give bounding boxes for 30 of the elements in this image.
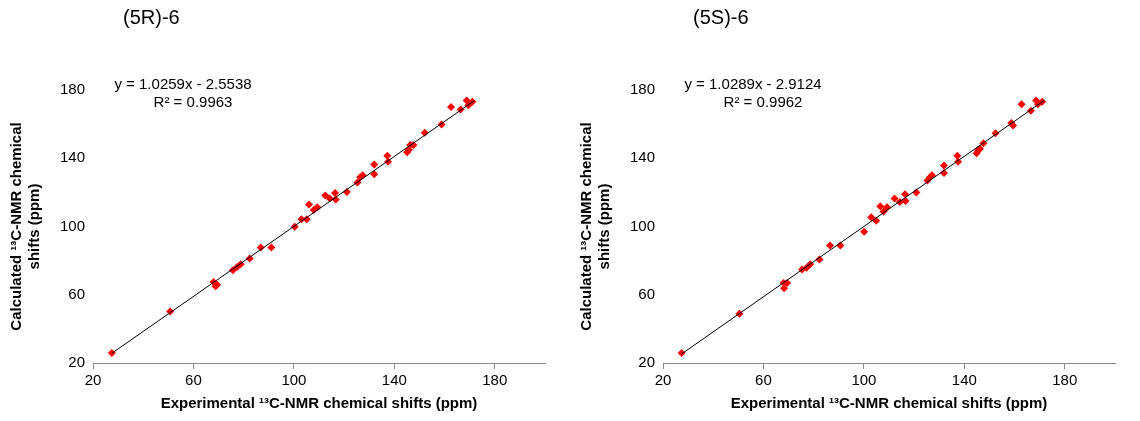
annotation: R² = 0.9963 (153, 92, 233, 110)
y-tick-label: 180 (630, 80, 656, 98)
annotation: y = 1.0259x - 2.5538 (114, 74, 252, 92)
x-axis-title: Experimental ¹³C-NMR chemical shifts (ppm) (160, 394, 478, 412)
y-tick-label: 60 (638, 284, 656, 302)
y-tick-label: 140 (60, 148, 86, 166)
x-tick-label: 180 (1052, 371, 1078, 389)
x-tick-label: 100 (281, 371, 307, 389)
x-tick-label: 60 (755, 371, 772, 389)
y-tick-label: 140 (630, 148, 656, 166)
annotation: R² = 0.9962 (723, 92, 803, 110)
x-tick-label: 20 (654, 371, 672, 389)
x-tick-label: 20 (84, 371, 102, 389)
y-tick-label: 20 (68, 353, 86, 371)
x-tick-label: 60 (185, 371, 202, 389)
x-tick-label: 140 (381, 371, 407, 389)
y-tick-label: 100 (60, 216, 86, 234)
y-tick-label: 180 (60, 80, 86, 98)
x-tick-label: 100 (851, 371, 877, 389)
x-tick-label: 180 (482, 371, 508, 389)
x-tick-label: 140 (951, 371, 977, 389)
x-axis-title: Experimental ¹³C-NMR chemical shifts (ppm) (730, 394, 1048, 412)
y-tick-label: 100 (630, 216, 656, 234)
y-tick-label: 20 (638, 353, 656, 371)
chart-title: (5R)-6 (123, 5, 180, 28)
chart-title: (5S)-6 (693, 5, 749, 28)
y-axis-title: Calculated ¹³C-NMR chemical shifts (ppm) (7, 122, 43, 331)
y-axis-title: Calculated ¹³C-NMR chemical shifts (ppm) (577, 122, 613, 331)
annotation: y = 1.0289x - 2.9124 (684, 74, 822, 92)
y-tick-label: 60 (68, 284, 86, 302)
